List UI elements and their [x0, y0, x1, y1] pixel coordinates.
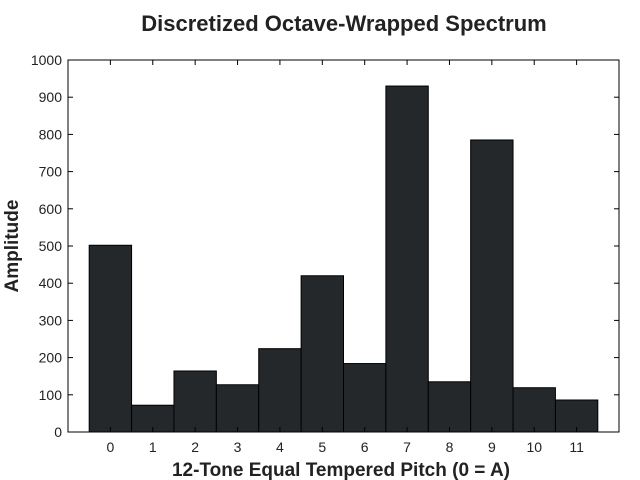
- x-tick-label-3: 3: [234, 439, 242, 455]
- y-tick-label-100: 100: [39, 387, 63, 403]
- x-tick-label-0: 0: [106, 439, 114, 455]
- bars-group: [88, 85, 599, 433]
- y-tick-label-500: 500: [39, 238, 63, 254]
- x-tick-label-2: 2: [191, 439, 199, 455]
- y-tick-label-400: 400: [39, 275, 63, 291]
- x-tick-label-8: 8: [446, 439, 454, 455]
- x-tick-label-9: 9: [488, 439, 496, 455]
- x-tick-label-5: 5: [318, 439, 326, 455]
- bar-4: [258, 348, 302, 433]
- x-axis-label: 12-Tone Equal Tempered Pitch (0 = A): [172, 460, 510, 480]
- bar-7: [385, 85, 429, 433]
- ticks-group: 0 1 2 3 4 5 6 7 8 9 10 11 0 100 200 300 400 500 600 700 800 9…: [31, 52, 619, 455]
- y-tick-label-800: 800: [39, 126, 63, 142]
- y-tick-label-200: 200: [39, 350, 63, 366]
- x-tick-label-6: 6: [361, 439, 369, 455]
- bar-6: [343, 363, 387, 433]
- bar-9: [470, 139, 514, 433]
- y-tick-label-600: 600: [39, 201, 63, 217]
- y-tick-label-0: 0: [54, 424, 62, 440]
- bar-3: [215, 384, 260, 433]
- y-tick-label-1000: 1000: [31, 52, 62, 68]
- x-tick-label-1: 1: [149, 439, 157, 455]
- y-tick-label-700: 700: [39, 164, 63, 180]
- y-tick-label-300: 300: [39, 312, 63, 328]
- bar-5: [300, 275, 345, 433]
- y-axis-label: Amplitude: [2, 200, 23, 293]
- bar-8: [427, 381, 472, 433]
- x-tick-label-4: 4: [276, 439, 284, 455]
- y-tick-label-900: 900: [39, 89, 63, 105]
- bar-10: [512, 387, 556, 433]
- plot-frame: [67, 59, 620, 433]
- x-tick-label-10: 10: [526, 439, 542, 455]
- bar-0: [88, 244, 133, 433]
- bar-11: [554, 399, 599, 433]
- x-tick-label-11: 11: [569, 439, 584, 455]
- x-tick-label-7: 7: [403, 439, 411, 455]
- bar-2: [173, 370, 217, 433]
- chart-title: Discretized Octave-Wrapped Spectrum: [141, 11, 547, 36]
